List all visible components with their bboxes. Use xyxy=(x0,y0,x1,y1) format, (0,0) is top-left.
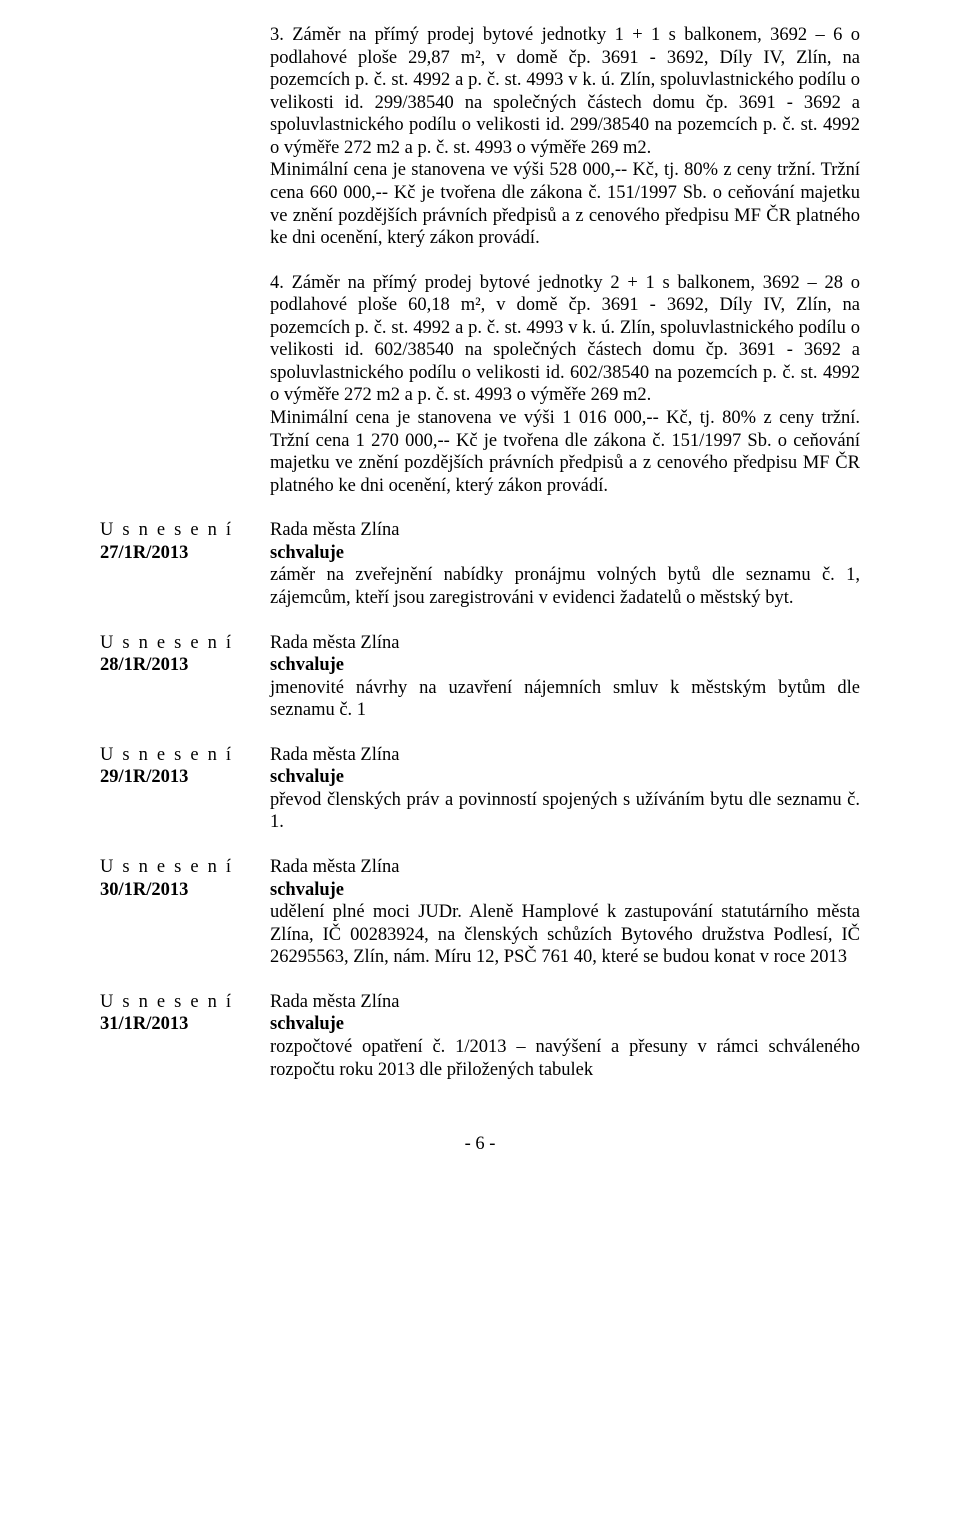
resolution-org: Rada města Zlína xyxy=(270,519,860,542)
resolution-verb: schvaluje xyxy=(270,654,860,677)
resolution-body: převod členských práv a povinností spoje… xyxy=(270,789,860,834)
page-number: - 6 - xyxy=(100,1133,860,1156)
resolution-body: jmenovité návrhy na uzavření nájemních s… xyxy=(270,677,860,722)
resolution-number: 27/1R/2013 xyxy=(100,542,262,565)
resolution-left: U s n e s e n í 28/1R/2013 xyxy=(100,632,270,677)
resolution-number: 28/1R/2013 xyxy=(100,654,262,677)
resolution-row: U s n e s e n í 30/1R/2013 Rada města Zl… xyxy=(100,856,860,969)
resolution-row: U s n e s e n í 28/1R/2013 Rada města Zl… xyxy=(100,632,860,722)
resolution-org: Rada města Zlína xyxy=(270,991,860,1014)
resolution-body: záměr na zveřejnění nabídky pronájmu vol… xyxy=(270,564,860,609)
resolution-number: 30/1R/2013 xyxy=(100,879,262,902)
paragraph-3: 3. Záměr na přímý prodej bytové jednotky… xyxy=(270,24,860,250)
resolution-label: U s n e s e n í xyxy=(100,519,262,542)
resolution-body: udělení plné moci JUDr. Aleně Hamplové k… xyxy=(270,901,860,969)
resolution-left: U s n e s e n í 29/1R/2013 xyxy=(100,744,270,789)
resolution-label: U s n e s e n í xyxy=(100,856,262,879)
resolution-org: Rada města Zlína xyxy=(270,744,860,767)
resolution-number: 29/1R/2013 xyxy=(100,766,262,789)
resolution-label: U s n e s e n í xyxy=(100,991,262,1014)
paragraph-4: 4. Záměr na přímý prodej bytové jednotky… xyxy=(270,272,860,498)
resolution-verb: schvaluje xyxy=(270,879,860,902)
resolution-verb: schvaluje xyxy=(270,1013,860,1036)
resolution-number: 31/1R/2013 xyxy=(100,1013,262,1036)
resolution-org: Rada města Zlína xyxy=(270,856,860,879)
resolution-left: U s n e s e n í 30/1R/2013 xyxy=(100,856,270,901)
resolution-left: U s n e s e n í 31/1R/2013 xyxy=(100,991,270,1036)
resolution-right: Rada města Zlína schvaluje záměr na zveř… xyxy=(270,519,860,609)
resolution-verb: schvaluje xyxy=(270,766,860,789)
resolution-right: Rada města Zlína schvaluje jmenovité náv… xyxy=(270,632,860,722)
resolution-body: rozpočtové opatření č. 1/2013 – navýšení… xyxy=(270,1036,860,1081)
resolution-row: U s n e s e n í 27/1R/2013 Rada města Zl… xyxy=(100,519,860,609)
page: 3. Záměr na přímý prodej bytové jednotky… xyxy=(0,0,960,1196)
resolution-label: U s n e s e n í xyxy=(100,744,262,767)
resolution-verb: schvaluje xyxy=(270,542,860,565)
resolution-label: U s n e s e n í xyxy=(100,632,262,655)
resolution-right: Rada města Zlína schvaluje převod člensk… xyxy=(270,744,860,834)
resolution-row: U s n e s e n í 29/1R/2013 Rada města Zl… xyxy=(100,744,860,834)
resolution-row: U s n e s e n í 31/1R/2013 Rada města Zl… xyxy=(100,991,860,1081)
resolution-org: Rada města Zlína xyxy=(270,632,860,655)
resolution-right: Rada města Zlína schvaluje udělení plné … xyxy=(270,856,860,969)
resolution-right: Rada města Zlína schvaluje rozpočtové op… xyxy=(270,991,860,1081)
resolution-left: U s n e s e n í 27/1R/2013 xyxy=(100,519,270,564)
